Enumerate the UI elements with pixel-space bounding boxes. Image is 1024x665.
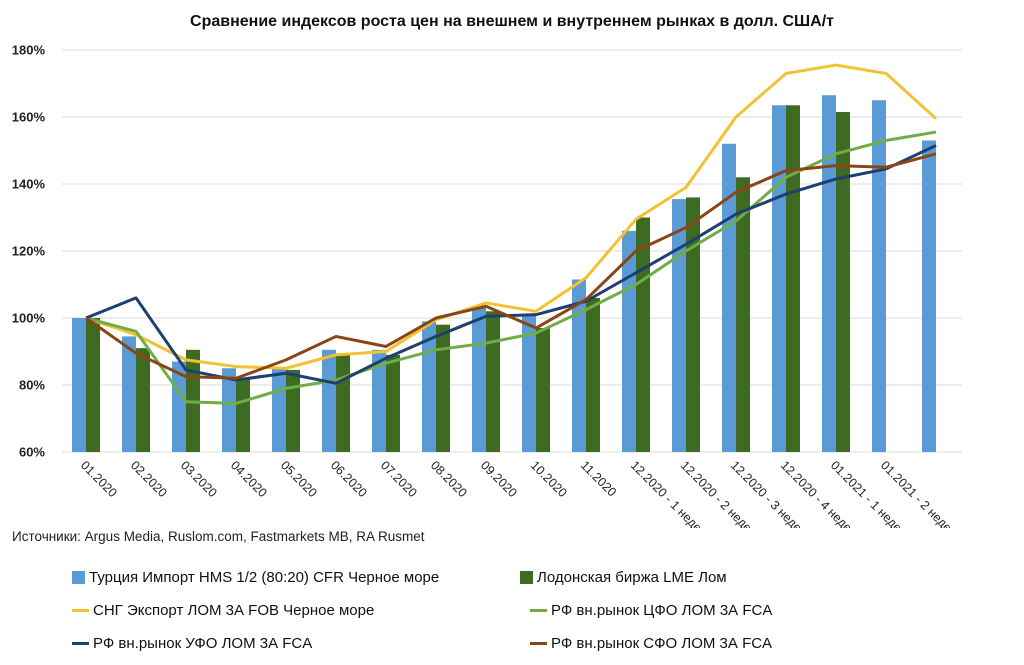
bar — [836, 111, 850, 452]
y-tick-label: 120% — [12, 244, 46, 259]
legend-swatch — [72, 642, 89, 645]
bar — [672, 199, 686, 452]
bar — [236, 378, 250, 452]
bar — [486, 311, 500, 452]
legend-swatch — [72, 609, 89, 612]
y-axis: 60% 80% 100% 120% 140% 160% 180% — [12, 43, 46, 460]
legend-item-cfo: РФ вн.рынок ЦФО ЛОМ 3А FCA — [530, 602, 772, 619]
bar — [286, 369, 300, 452]
x-tick-label: 08.2020 — [428, 458, 470, 500]
x-tick-label: 02.2020 — [128, 458, 170, 500]
legend-swatch — [520, 571, 533, 584]
bar — [822, 95, 836, 452]
bar — [786, 105, 800, 453]
bar — [222, 368, 236, 452]
y-tick-label: 140% — [12, 177, 46, 192]
bar — [172, 361, 186, 452]
legend-item-ufo: РФ вн.рынок УФО ЛОМ 3А FCA — [72, 635, 312, 652]
bar — [372, 349, 386, 452]
series-line — [85, 130, 937, 405]
source-note: Источники: Argus Media, Ruslom.com, Fast… — [12, 529, 425, 544]
bar — [736, 177, 750, 453]
legend-label: РФ вн.рынок УФО ЛОМ 3А FCA — [93, 635, 313, 652]
x-tick-label: 05.2020 — [278, 458, 320, 500]
legend-label: Лодонская биржа LME Лом — [537, 569, 727, 586]
legend-swatch — [530, 642, 547, 645]
bar — [686, 197, 700, 452]
bar — [472, 307, 486, 452]
y-tick-label: 160% — [12, 110, 46, 125]
chart: Сравнение индексов роста цен на внешнем … — [12, 13, 965, 528]
x-tick-label: 03.2020 — [178, 458, 220, 500]
bar — [536, 328, 550, 452]
bar — [586, 297, 600, 452]
chart-title: Сравнение индексов роста цен на внешнем … — [190, 13, 834, 30]
x-tick-label: 12.2020 - 1 неделя — [628, 458, 714, 528]
bar — [872, 100, 886, 452]
x-tick-label: 01.2020 — [78, 458, 120, 500]
legend: Турция Импорт HMS 1/2 (80:20) CFR Черное… — [68, 569, 968, 665]
bar — [72, 318, 86, 452]
bar — [386, 354, 400, 452]
bar — [272, 368, 286, 452]
legend-item-cis: СНГ Экспорт ЛОМ 3А FOB Черное море — [72, 602, 374, 619]
bar — [636, 217, 650, 452]
series-line — [85, 144, 937, 385]
y-tick-label: 100% — [12, 311, 46, 326]
bar — [436, 324, 450, 452]
bar — [922, 140, 936, 452]
bar — [772, 105, 786, 453]
legend-swatch — [72, 571, 85, 584]
legend-item-turkey: Турция Импорт HMS 1/2 (80:20) CFR Черное… — [72, 569, 439, 586]
legend-label: РФ вн.рынок ЦФО ЛОМ 3А FCA — [551, 602, 773, 619]
legend-label: Турция Импорт HMS 1/2 (80:20) CFR Черное… — [89, 569, 440, 586]
x-tick-label: 11.2020 — [578, 458, 619, 499]
x-axis: 01.2020 02.2020 03.2020 04.2020 05.2020 06.20… — [78, 458, 964, 528]
bar — [136, 348, 150, 452]
x-tick-label: 07.2020 — [378, 458, 420, 500]
legend-item-sfo: РФ вн.рынок СФО ЛОМ 3А FCA — [530, 635, 772, 652]
bar — [86, 318, 100, 452]
x-tick-label: 09.2020 — [478, 458, 520, 500]
legend-swatch — [530, 609, 547, 612]
y-tick-label: 80% — [19, 378, 45, 393]
bars — [72, 95, 936, 453]
bar — [522, 314, 536, 452]
series-line — [85, 152, 937, 380]
legend-item-lme: Лодонская биржа LME Лом — [520, 569, 727, 586]
x-tick-label: 06.2020 — [328, 458, 370, 500]
bar — [572, 279, 586, 452]
y-tick-label: 180% — [12, 43, 46, 58]
bar — [122, 336, 136, 452]
bar — [722, 143, 736, 453]
x-tick-label: 10.2020 — [528, 458, 570, 500]
bar — [322, 349, 336, 452]
legend-label: СНГ Экспорт ЛОМ 3А FOB Черное море — [93, 602, 375, 619]
y-tick-label: 60% — [19, 445, 45, 460]
x-tick-label: 04.2020 — [228, 458, 270, 500]
series-line — [85, 63, 938, 370]
bar — [336, 354, 350, 452]
legend-label: РФ вн.рынок СФО ЛОМ 3А FCA — [551, 635, 773, 652]
lines — [85, 63, 938, 405]
